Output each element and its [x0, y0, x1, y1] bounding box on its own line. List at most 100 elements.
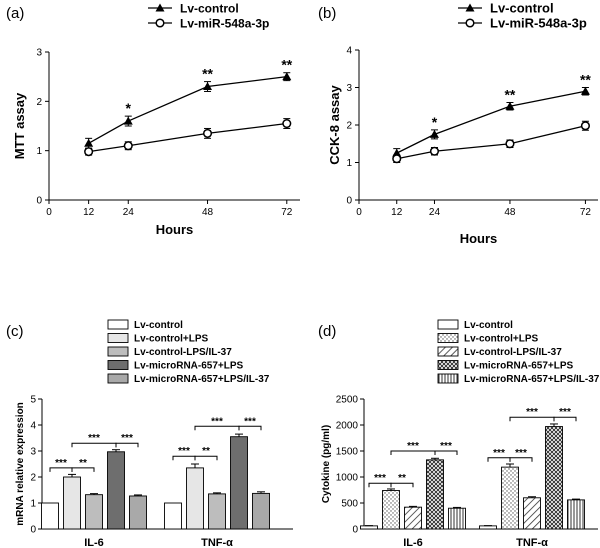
y-axis-label: Cytokine (pg/ml) [321, 425, 332, 503]
legend-swatch [437, 346, 459, 357]
y-tick-label: 500 [341, 499, 358, 510]
bar [360, 525, 378, 530]
legend-swatch [107, 333, 129, 343]
y-tick-label: 5 [30, 395, 36, 406]
significance-label: *** [407, 441, 419, 452]
legend-label: Lv-miR-548a-3p [490, 16, 587, 31]
y-tick-label: 2 [346, 121, 352, 132]
legend-label: Lv-miR-548a-3p [180, 17, 269, 31]
x-tick-label: 0 [46, 207, 52, 218]
y-tick-label: 0 [352, 525, 358, 536]
data-point-triangle [282, 72, 292, 81]
legend-label: Lv-control-LPS/IL-37 [134, 347, 232, 358]
significance-label: *** [211, 416, 223, 427]
legend-marker-circle [465, 18, 475, 28]
x-axis-label: Hours [460, 231, 498, 246]
bar [186, 467, 204, 530]
legend-label: Lv-microRNA-657+LPS [134, 361, 244, 372]
significance-bracket [238, 425, 262, 431]
y-tick-label: 0 [30, 525, 36, 536]
data-point-triangle [580, 86, 590, 95]
legend-swatch [107, 360, 129, 370]
legend-swatch [107, 373, 129, 384]
significance-label: *** [244, 416, 256, 427]
data-point-triangle [123, 116, 133, 125]
y-tick-label: 2 [36, 97, 42, 108]
bar [230, 436, 248, 530]
bar [85, 494, 103, 530]
legend-marker-triangle [155, 3, 165, 12]
y-axis-label: CCK-8 assay [327, 84, 342, 164]
series-line-control [396, 90, 586, 154]
bar [382, 490, 400, 530]
bar [252, 492, 270, 530]
legend-label: Lv-control+LPS [464, 334, 539, 345]
legend-label: Lv-control-LPS/IL-37 [464, 347, 562, 358]
bar [41, 502, 59, 530]
x-axis-label: Hours [156, 222, 194, 237]
significance-label: *** [526, 407, 538, 418]
significance-label: *** [374, 473, 386, 484]
y-tick-label: 3 [346, 83, 352, 94]
x-tick-label: 0 [356, 207, 362, 218]
significance-star: ** [281, 57, 292, 73]
significance-label: ** [398, 473, 406, 484]
y-tick-label: 3 [36, 48, 42, 59]
x-tick-label: 48 [202, 207, 214, 218]
significance-label: *** [440, 441, 452, 452]
bar [448, 507, 466, 530]
significance-label: *** [55, 458, 67, 469]
significance-label: *** [493, 448, 505, 459]
x-tick-label: 72 [580, 207, 592, 218]
legend-label: Lv-microRNA-657+LPS/IL-37 [464, 374, 600, 385]
bar [523, 497, 541, 530]
x-tick-label: 24 [429, 207, 441, 218]
data-point-circle [580, 121, 590, 131]
y-tick-label: 0 [36, 196, 42, 207]
x-tick-label: 48 [504, 207, 516, 218]
data-point-triangle [505, 101, 515, 110]
data-point-circle [429, 146, 440, 156]
significance-label: *** [121, 433, 133, 444]
category-label: TNF-α [516, 537, 548, 548]
bar [164, 502, 182, 530]
series-line-control [88, 76, 287, 144]
legend-label: Lv-control [464, 320, 513, 331]
bar [545, 426, 563, 530]
y-tick-label: 2500 [336, 395, 359, 406]
significance-star: ** [504, 87, 515, 103]
panel-letter: (c) [6, 323, 24, 340]
data-point-triangle [203, 82, 213, 91]
data-point-circle [392, 154, 402, 164]
y-axis-label: MTT assay [12, 92, 27, 159]
legend-swatch [437, 373, 459, 384]
significance-label: *** [88, 433, 100, 444]
x-tick-label: 12 [83, 207, 95, 218]
bar [404, 506, 422, 530]
data-point-circle [202, 128, 213, 138]
bar [567, 499, 585, 530]
significance-label: *** [178, 446, 190, 457]
legend-label: Lv-microRNA-657+LPS/IL-37 [134, 374, 270, 385]
legend-swatch [107, 319, 129, 330]
legend-swatch [437, 333, 459, 343]
y-tick-label: 1 [36, 146, 42, 157]
legend-label: Lv-control+LPS [134, 334, 209, 345]
y-axis-label: mRNA relative expression [15, 402, 26, 526]
data-point-circle [84, 147, 94, 157]
significance-label: *** [559, 407, 571, 418]
x-tick-label: 24 [123, 207, 135, 218]
significance-label: ** [202, 446, 210, 457]
significance-bracket [509, 457, 533, 462]
panel-letter: (b) [318, 5, 336, 22]
series-line-mir [88, 122, 287, 153]
legend-label: Lv-microRNA-657+LPS [464, 361, 574, 372]
category-label: TNF-α [201, 537, 233, 548]
legend-marker-circle [155, 18, 165, 28]
legend-label: Lv-control [134, 320, 183, 331]
panel-letter: (a) [6, 5, 24, 22]
bar [63, 476, 81, 530]
y-tick-label: 1000 [336, 473, 359, 484]
y-tick-label: 3 [30, 447, 36, 458]
